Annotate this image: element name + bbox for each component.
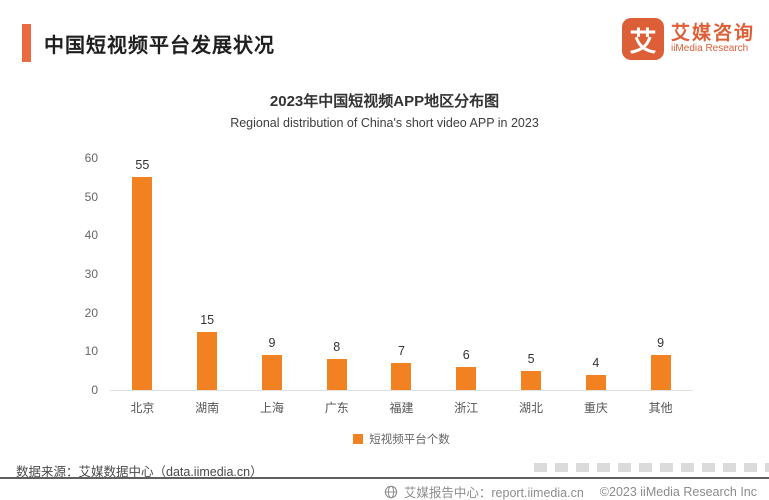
bar-湖北 (521, 370, 542, 390)
bar-value-label: 7 (398, 343, 405, 358)
logo-name-en: iiMedia Research (670, 42, 749, 54)
globe-icon (384, 485, 398, 498)
bar-value-label: 4 (592, 355, 600, 370)
x-tick-label: 北京 (130, 401, 155, 415)
x-tick-label: 其他 (648, 401, 673, 415)
bar-slot: 55 北京 (110, 158, 175, 415)
y-tick-label: 60 (84, 151, 98, 165)
bar-value-label: 6 (462, 347, 470, 362)
bar-value-label: 9 (268, 336, 276, 351)
chart-title: 2023年中国短视频APP地区分布图 (269, 93, 500, 110)
bar-slot: 6 浙江 (434, 158, 499, 415)
y-tick-label: 30 (84, 267, 98, 281)
bar-slot: 8 广东 (304, 158, 369, 415)
bar-value-label: 15 (200, 313, 215, 327)
bar-value-label: 8 (333, 340, 341, 355)
y-tick-label: 50 (84, 189, 98, 204)
bar-北京 (132, 177, 153, 390)
x-tick-label: 重庆 (583, 401, 608, 415)
x-tick-label: 广东 (324, 401, 349, 415)
imedia-logo-icon: 艾 (621, 18, 664, 60)
bar-广东 (326, 359, 347, 390)
y-tick-label: 40 (84, 228, 98, 243)
data-source-text: 数据来源：艾媒数据中心（data.iimedia.cn） (16, 465, 263, 479)
x-tick-label: 湖北 (519, 401, 544, 415)
x-tick-label: 湖南 (195, 401, 220, 415)
x-tick-label: 上海 (259, 401, 284, 415)
y-tick-label: 0 (91, 383, 98, 397)
bar-上海 (261, 355, 282, 390)
bar-重庆 (585, 374, 606, 390)
y-tick-label: 20 (84, 305, 98, 320)
imedia-logo-text: 艾媒咨询 iiMedia Research (670, 22, 755, 54)
footer-divider (0, 477, 769, 479)
footer-bar: 艾媒报告中心：report.iimedia.cn ©2023 iiMedia R… (384, 482, 757, 500)
imedia-logo: 艾 艾媒咨询 iiMedia Research (621, 18, 755, 60)
copyright-text: ©2023 iiMedia Research Inc (599, 484, 757, 499)
y-tick-label: 10 (84, 344, 98, 359)
bar-slot: 4 重庆 (563, 158, 628, 415)
bar-slot: 9 其他 (628, 158, 693, 415)
report-center-text: 艾媒报告中心：report.iimedia.cn (403, 486, 584, 500)
chart-subtitle: Regional distribution of China's short v… (230, 116, 539, 130)
bar-value-label: 9 (657, 336, 665, 351)
bar-slot: 9 上海 (240, 158, 305, 415)
legend-label: 短视频平台个数 (369, 434, 450, 446)
logo-name-cn: 艾媒咨询 (670, 22, 755, 44)
plot-area: 0 10 20 30 40 50 60 55 北京 15 湖南 9 上海 8 广东 7 福建 6 浙江 5 湖北 4 重庆… (85, 151, 693, 415)
watermark-dashes (534, 463, 769, 472)
bar-slot: 5 湖北 (499, 158, 564, 415)
bar-福建 (391, 362, 412, 390)
header-accent-bar (22, 24, 31, 62)
chart-legend: 短视频平台个数 (110, 431, 693, 447)
bar-slot: 15 湖南 (175, 158, 240, 415)
x-tick-label: 福建 (389, 401, 414, 415)
bar-slot: 7 福建 (369, 158, 434, 415)
bar-浙江 (456, 366, 477, 390)
bar-其他 (650, 355, 671, 390)
bar-value-label: 55 (135, 158, 150, 173)
bar-value-label: 5 (527, 351, 535, 366)
bar-湖南 (197, 332, 218, 390)
legend-swatch (353, 434, 364, 444)
page-title: 中国短视频平台发展状况 (44, 35, 275, 57)
x-tick-label: 浙江 (454, 401, 479, 415)
